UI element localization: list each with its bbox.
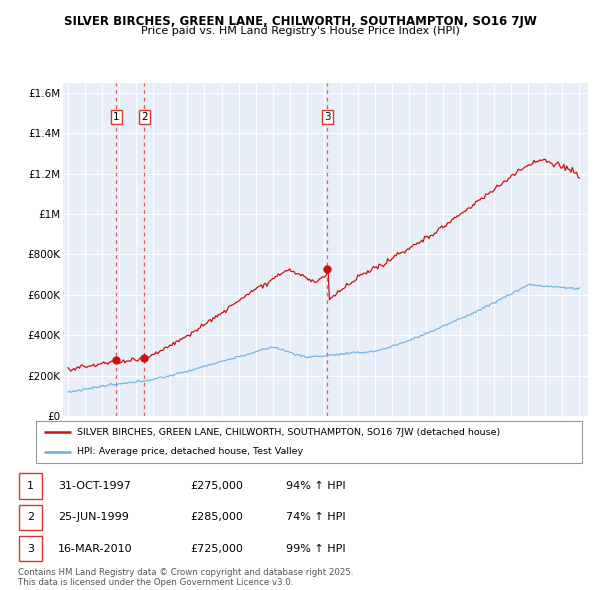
Text: SILVER BIRCHES, GREEN LANE, CHILWORTH, SOUTHAMPTON, SO16 7JW: SILVER BIRCHES, GREEN LANE, CHILWORTH, S…	[64, 15, 536, 28]
Text: £275,000: £275,000	[190, 481, 243, 491]
Text: 94% ↑ HPI: 94% ↑ HPI	[286, 481, 346, 491]
Text: 3: 3	[27, 544, 34, 553]
Text: £725,000: £725,000	[190, 544, 243, 553]
Text: Price paid vs. HM Land Registry's House Price Index (HPI): Price paid vs. HM Land Registry's House …	[140, 26, 460, 36]
Text: SILVER BIRCHES, GREEN LANE, CHILWORTH, SOUTHAMPTON, SO16 7JW (detached house): SILVER BIRCHES, GREEN LANE, CHILWORTH, S…	[77, 428, 500, 437]
Text: 2: 2	[141, 112, 148, 122]
Text: 16-MAR-2010: 16-MAR-2010	[58, 544, 133, 553]
Text: 74% ↑ HPI: 74% ↑ HPI	[286, 513, 346, 522]
Text: 99% ↑ HPI: 99% ↑ HPI	[286, 544, 346, 553]
Text: 1: 1	[27, 481, 34, 491]
Text: 2: 2	[27, 513, 34, 522]
Text: 3: 3	[324, 112, 331, 122]
Text: 1: 1	[113, 112, 119, 122]
Text: HPI: Average price, detached house, Test Valley: HPI: Average price, detached house, Test…	[77, 447, 303, 456]
Text: Contains HM Land Registry data © Crown copyright and database right 2025.
This d: Contains HM Land Registry data © Crown c…	[18, 568, 353, 587]
Text: 31-OCT-1997: 31-OCT-1997	[58, 481, 131, 491]
Text: 25-JUN-1999: 25-JUN-1999	[58, 513, 129, 522]
Text: £285,000: £285,000	[190, 513, 243, 522]
